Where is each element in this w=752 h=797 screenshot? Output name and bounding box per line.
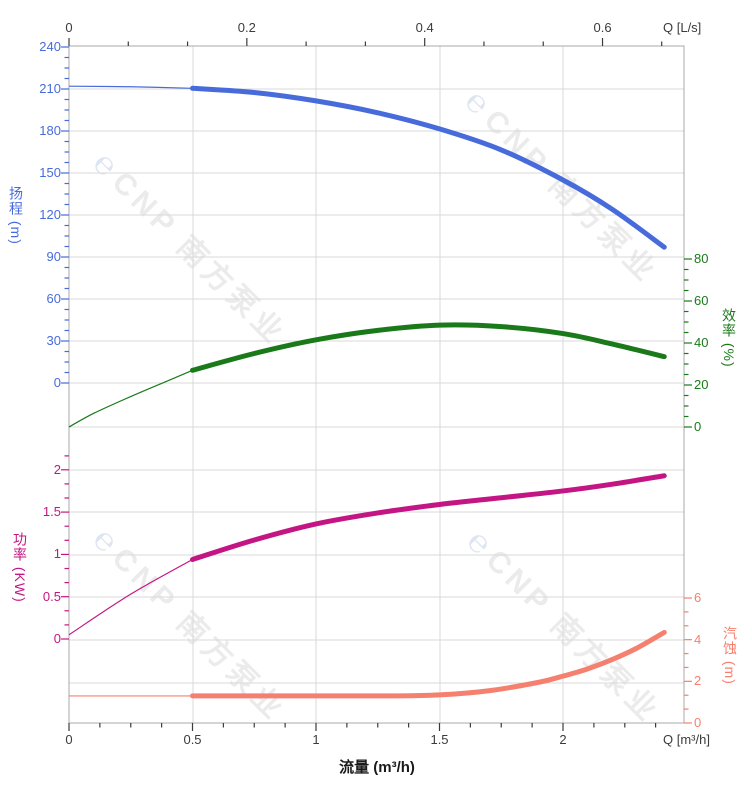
bottom-axis-unit-label: Q [m³/h] <box>663 732 710 747</box>
power-axis-title: 功率 (KW) <box>12 532 28 603</box>
tick-label-bottom: 1 <box>312 732 320 747</box>
tick-label-head: 180 <box>39 123 61 138</box>
tick-label-top: 0.4 <box>415 20 434 35</box>
top-axis-unit-label: Q [L/s] <box>663 20 702 35</box>
tick-label-power: 2 <box>53 461 61 477</box>
tick-label-top: 0 <box>65 20 73 35</box>
efficiency-curve-extrapolated <box>68 369 193 428</box>
tick-label-power: 0 <box>53 631 61 646</box>
tick-label-power: 0.5 <box>42 588 61 604</box>
power-curve-extrapolated <box>68 558 193 636</box>
power-curve <box>190 473 667 562</box>
tick-label-head: 60 <box>46 291 61 306</box>
tick-label-efficiency: 20 <box>694 377 709 392</box>
npsh-curve <box>190 629 667 699</box>
tick-label-npsh: 2 <box>694 673 702 689</box>
tick-label-head: 150 <box>39 165 61 180</box>
tick-label-npsh: 4 <box>694 631 702 647</box>
head-curve-extrapolated <box>68 85 193 89</box>
tick-label-npsh: 6 <box>694 590 702 605</box>
efficiency-curve <box>190 322 667 373</box>
tick-label-power: 1.5 <box>42 504 61 520</box>
tick-label-power: 1 <box>53 546 61 562</box>
tick-label-head: 90 <box>46 249 61 264</box>
flow-axis-title: 流量 (m³/h) <box>339 759 415 776</box>
tick-label-head: 30 <box>46 333 61 348</box>
tick-label-efficiency: 60 <box>694 293 709 308</box>
tick-label-npsh: 0 <box>694 715 702 730</box>
plot-frame <box>68 45 685 724</box>
head-curve <box>190 85 667 250</box>
npsh-axis-title: 汽蚀 (m) <box>722 626 738 685</box>
tick-label-bottom: 0.5 <box>183 732 202 747</box>
tick-label-bottom: 2 <box>559 732 567 747</box>
tick-label-top: 0.6 <box>593 20 612 35</box>
head-axis-title: 扬程 (m) <box>8 186 24 245</box>
tick-label-head: 240 <box>39 39 61 54</box>
tick-label-bottom: 1.5 <box>430 732 449 747</box>
tick-label-efficiency: 80 <box>694 251 709 266</box>
tick-label-head: 120 <box>39 207 61 222</box>
tick-label-top: 0.2 <box>237 20 256 35</box>
tick-label-head: 210 <box>39 81 61 96</box>
tick-label-head: 0 <box>53 375 61 390</box>
tick-label-efficiency: 40 <box>694 335 709 350</box>
efficiency-axis-title: 效率 (%) <box>721 308 737 368</box>
tick-label-bottom: 0 <box>65 732 73 747</box>
tick-label-efficiency: 0 <box>694 419 702 434</box>
